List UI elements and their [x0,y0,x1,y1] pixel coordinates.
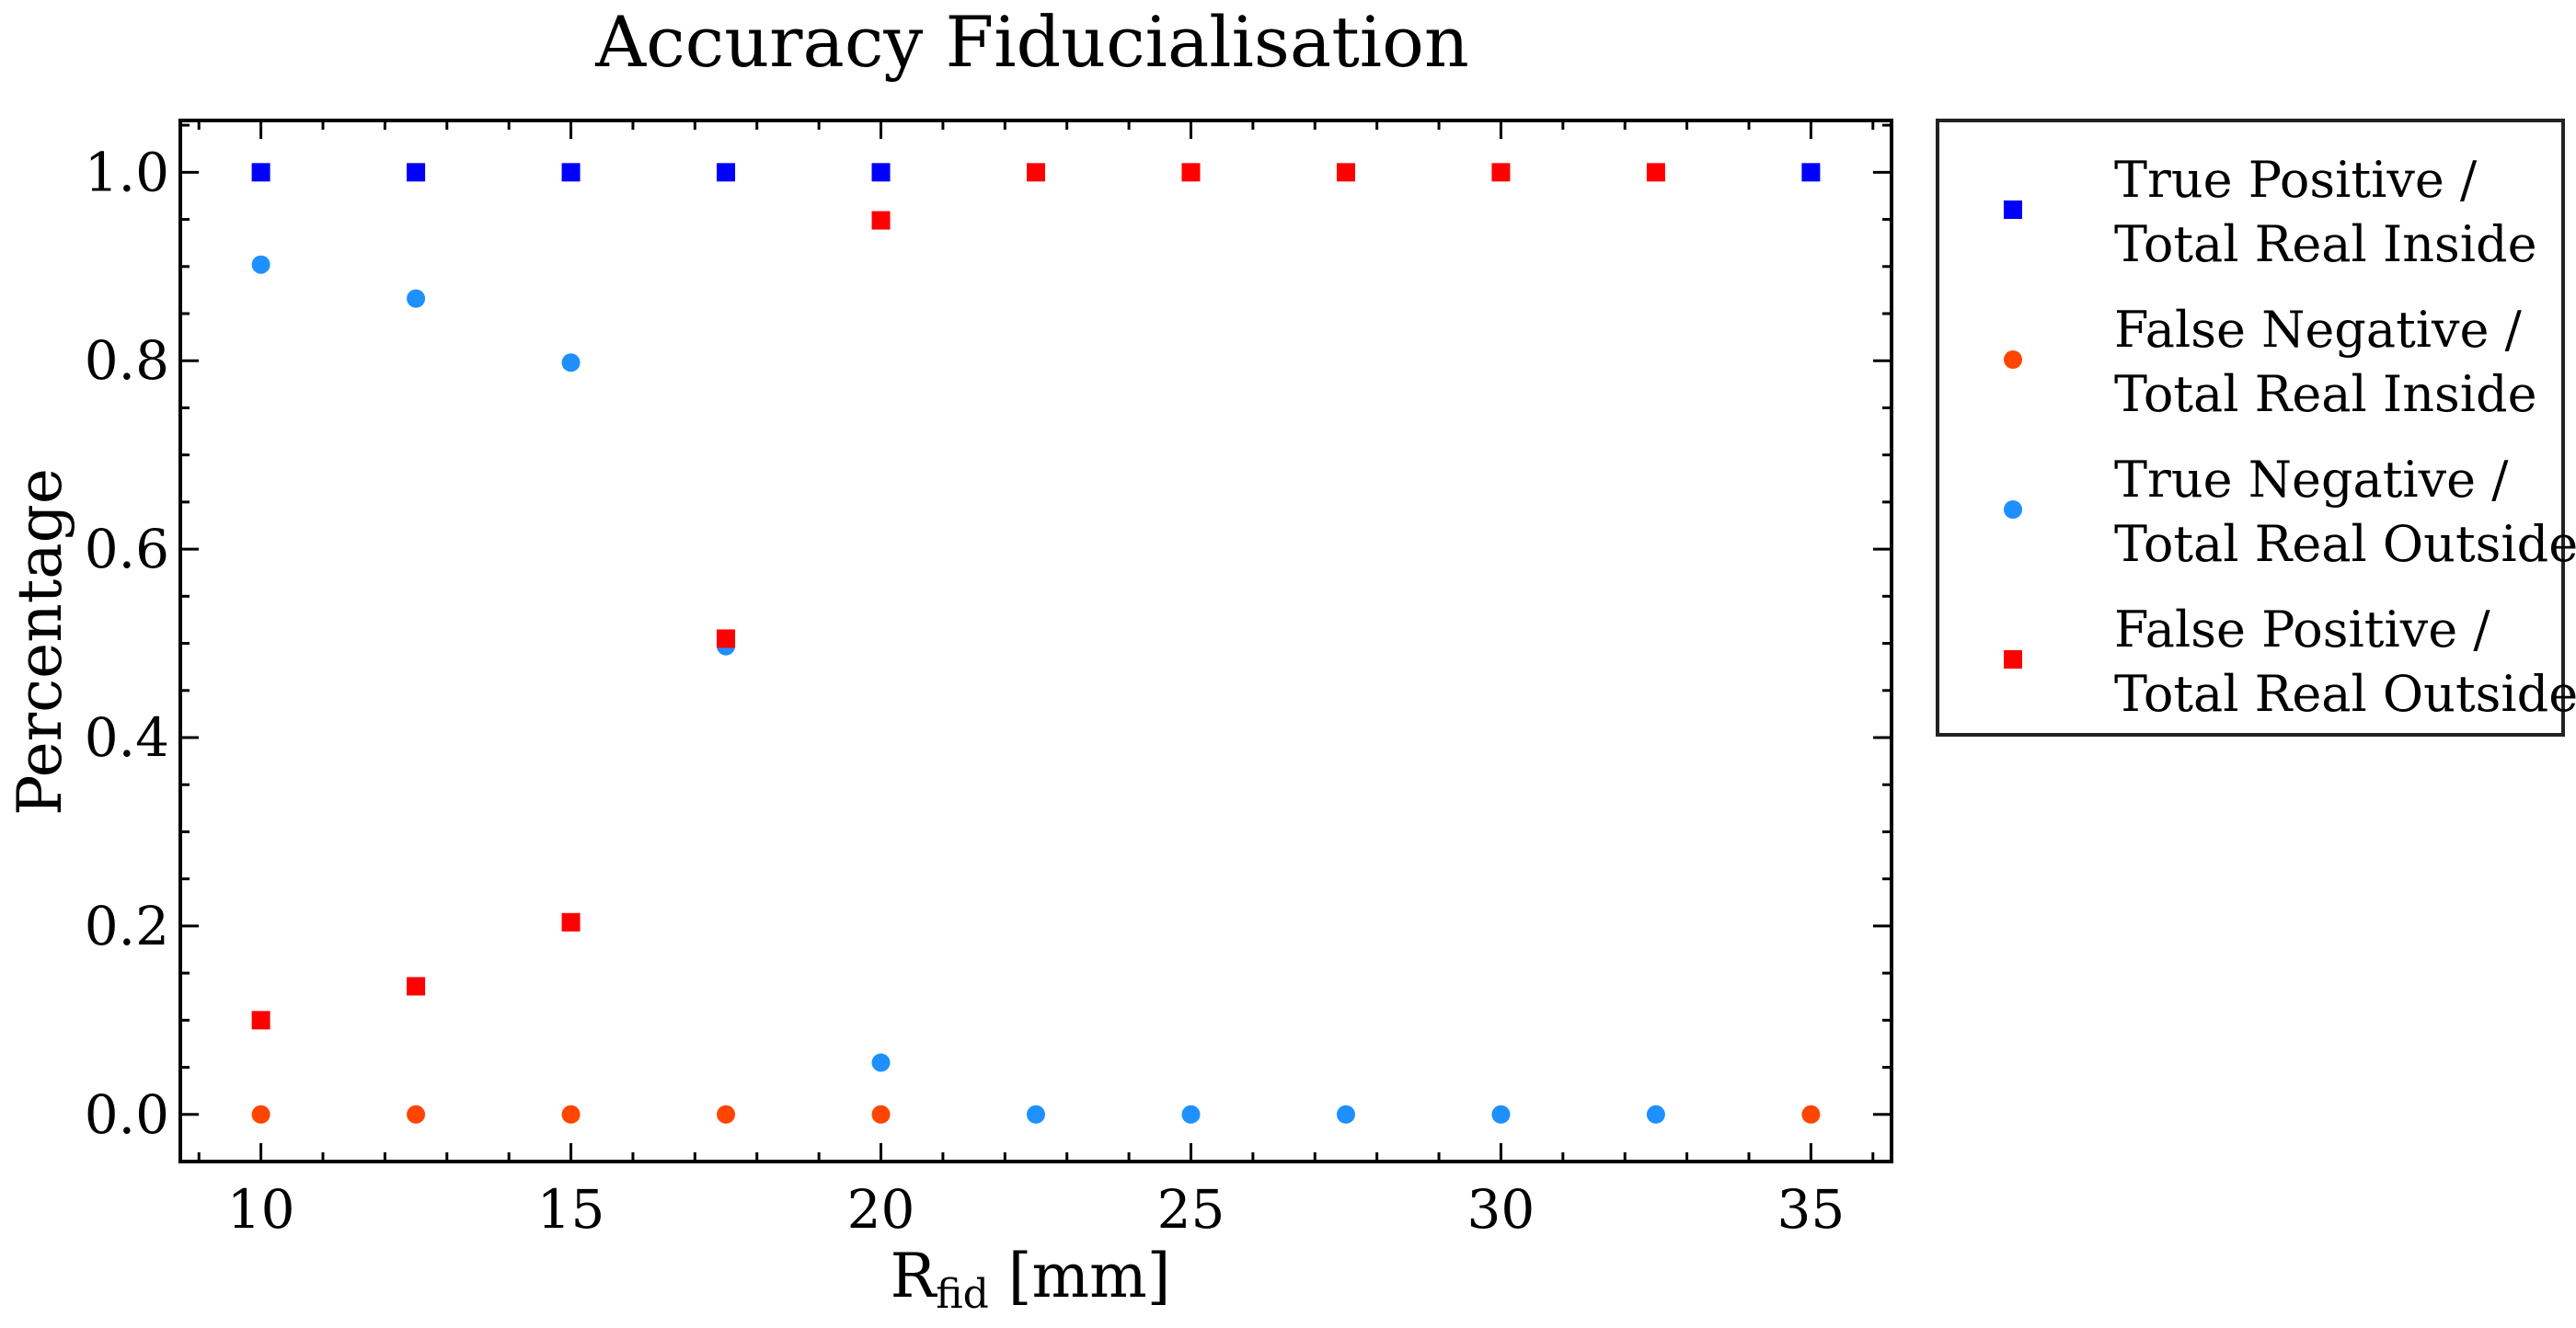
axis-ticks [180,120,1892,1163]
x-tick-label: 35 [1777,1178,1845,1241]
legend-label: True Positive / [2114,151,2478,209]
series-1-points [251,163,1821,182]
series-4-points [251,163,1665,1030]
x-axis-label-unit: [mm] [989,1241,1171,1311]
legend-frame [1936,119,2565,737]
data-point [1491,163,1511,182]
y-tick-label: 0.4 [85,706,169,769]
data-point [251,163,270,182]
data-point [1027,1105,1045,1124]
data-point [1801,163,1821,182]
x-axis-label-main: R [891,1241,938,1311]
legend-entry-2: False Negative / Total Real Inside [2004,301,2537,423]
data-point [1336,1105,1355,1124]
legend-label: Total Real Outside [2114,665,2576,723]
x-axis-label: Rfid [mm] [891,1241,1171,1318]
data-point [871,211,891,230]
legend-label: Total Real Outside [2114,515,2576,573]
data-point [1336,163,1355,182]
plot-area: 10 15 20 25 30 35 0.0 0.2 0.4 0.6 0.8 1.0 [85,119,1893,1241]
x-tick-label: 30 [1467,1178,1535,1241]
data-point [407,977,426,996]
y-tick-labels: 0.0 0.2 0.4 0.6 0.8 1.0 [85,141,169,1145]
y-tick-label: 1.0 [85,141,169,203]
y-tick-label: 0.2 [85,895,169,957]
data-point [1801,1105,1821,1124]
data-point [1491,1105,1511,1124]
data-point [1027,163,1045,182]
data-point [407,289,426,308]
y-axis-label: Percentage [5,468,75,816]
y-tick-label: 0.8 [85,329,169,392]
data-markers [251,163,1821,1124]
data-point [1181,163,1201,182]
series-2-points [251,1105,1821,1124]
legend-label: False Positive / [2114,601,2490,658]
y-tick-label: 0.0 [85,1083,169,1146]
legend-label: False Negative / [2114,301,2523,359]
data-point [561,1105,581,1124]
plot-frame [178,119,1893,1163]
data-point [251,1105,270,1124]
legend-label: Total Real Inside [2114,365,2537,423]
chart-title: Accuracy Fiducialisation [594,1,1469,83]
data-point [871,1053,891,1072]
x-tick-label: 15 [537,1178,605,1241]
data-point [871,1105,891,1124]
data-point [1181,1105,1201,1124]
y-tick-label: 0.6 [85,518,169,580]
series-3-points [251,255,1665,1124]
x-tick-label: 10 [227,1178,295,1241]
data-point [1646,1105,1665,1124]
legend-entry-1: True Positive / Total Real Inside [2004,151,2537,273]
x-tick-labels: 10 15 20 25 30 35 [227,1178,1846,1241]
legend-entry-4: False Positive / Total Real Outside [2004,601,2576,723]
legend-marker [2004,350,2022,369]
data-point [717,163,736,182]
legend-label: Total Real Inside [2114,215,2537,273]
data-point [561,912,581,932]
x-tick-label: 25 [1157,1178,1225,1241]
x-axis-label-subscript: fid [936,1271,989,1318]
data-point [407,163,426,182]
data-point [251,1011,270,1030]
data-point [1646,163,1665,182]
x-tick-label: 20 [847,1178,915,1241]
data-point [407,1105,426,1124]
legend-label: True Negative / [2114,451,2509,509]
data-point [717,629,736,648]
data-point [717,1105,736,1124]
data-point [561,353,581,372]
legend-marker [2004,500,2022,519]
legend-entry-3: True Negative / Total Real Outside [2004,451,2576,573]
data-point [251,255,270,274]
data-point [561,163,581,182]
data-point [871,163,891,182]
legend-marker [2004,200,2022,219]
legend-marker [2004,650,2022,669]
